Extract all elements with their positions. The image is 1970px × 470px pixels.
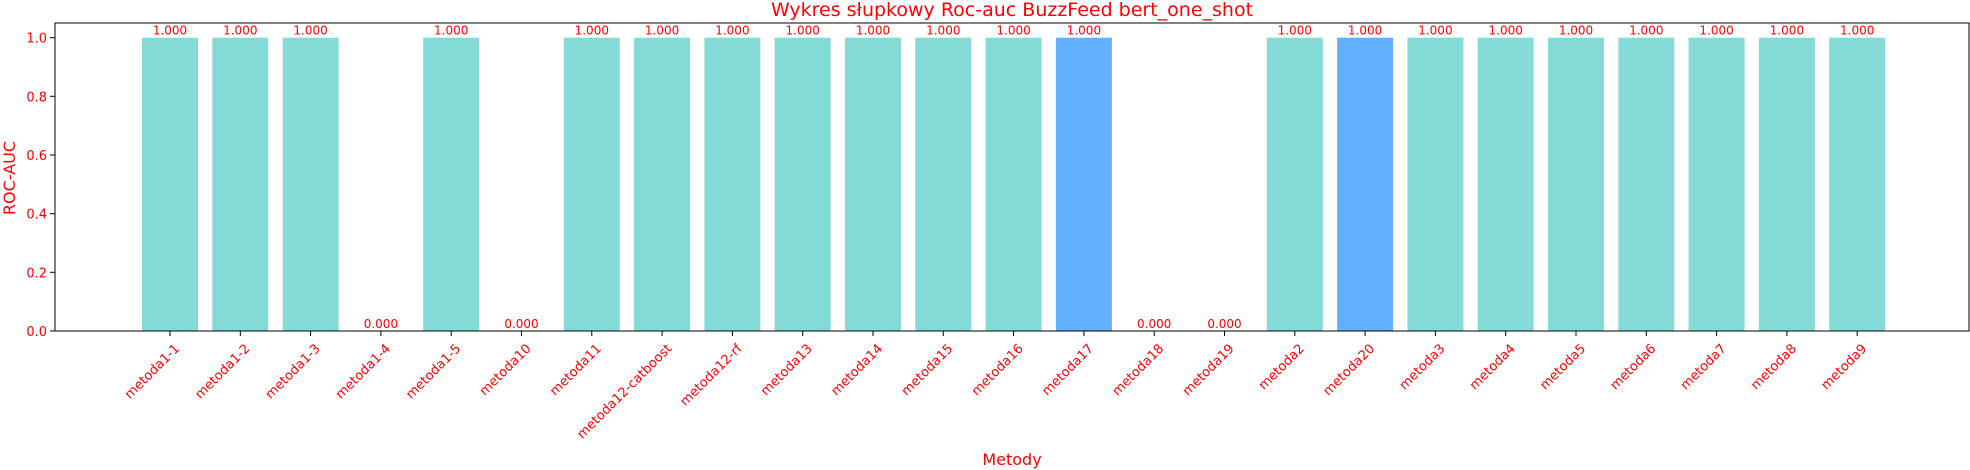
data-label-metoda1-5: 1.000 (434, 24, 468, 38)
data-label-metoda1-4: 0.000 (364, 317, 398, 331)
y-tick-label-0.2: 0.2 (26, 266, 47, 281)
x-tick-label-metoda7: metoda7 (1678, 341, 1730, 393)
data-label-metoda6: 1.000 (1629, 24, 1663, 38)
x-tick-label-metoda20: metoda20 (1321, 341, 1379, 399)
x-tick-label-metoda1-5: metoda1-5 (403, 341, 464, 402)
x-tick-label-metoda9: metoda9 (1818, 341, 1870, 393)
data-label-metoda1-2: 1.000 (223, 24, 257, 38)
x-axis-label: Metody (982, 450, 1041, 469)
x-tick-label-metoda5: metoda5 (1537, 341, 1589, 393)
data-label-metoda16: 1.000 (996, 24, 1030, 38)
data-label-metoda19: 0.000 (1207, 317, 1241, 331)
bar-metoda6 (1618, 37, 1675, 331)
bars-group (142, 37, 1886, 331)
x-tick-label-metoda14: metoda14 (828, 341, 886, 399)
bar-metoda1-1 (142, 37, 198, 331)
data-label-metoda13: 1.000 (786, 24, 820, 38)
bar-metoda2 (1266, 37, 1323, 331)
bar-metoda13 (774, 37, 831, 331)
data-label-metoda4: 1.000 (1489, 24, 1523, 38)
x-tick-label-metoda3: metoda3 (1397, 341, 1449, 393)
data-label-metoda2: 1.000 (1278, 24, 1312, 38)
bar-metoda12-catboost (634, 37, 691, 331)
bar-metoda1-2 (212, 37, 269, 331)
data-label-metoda3: 1.000 (1418, 24, 1452, 38)
y-tick-label-0.6: 0.6 (26, 149, 47, 164)
x-tick-label-metoda16: metoda16 (969, 341, 1027, 399)
bar-metoda1-3 (282, 37, 339, 331)
data-label-metoda12-catboost: 1.000 (645, 24, 679, 38)
x-tick-label-metoda12-rf: metoda12-rf (678, 341, 746, 409)
bar-metoda11 (563, 37, 620, 331)
y-tick-label-0.4: 0.4 (26, 208, 47, 223)
x-tick-label-metoda13: metoda13 (758, 341, 816, 399)
y-axis-label: ROC-AUC (0, 141, 19, 215)
data-label-metoda1-1: 1.000 (153, 24, 187, 38)
data-label-metoda20: 1.000 (1348, 24, 1382, 38)
data-label-metoda8: 1.000 (1770, 24, 1804, 38)
data-label-metoda12-rf: 1.000 (715, 24, 749, 38)
bar-metoda7 (1688, 37, 1745, 331)
data-labels-group: 1.000 1.000 1.000 0.000 1.000 0.000 1.000 1.000… (153, 24, 1875, 331)
bar-metoda4 (1477, 37, 1534, 331)
bar-metoda17 (1055, 37, 1112, 331)
bar-metoda5 (1548, 37, 1604, 331)
x-tick-label-metoda8: metoda8 (1748, 341, 1800, 393)
bar-metoda14 (845, 37, 901, 331)
x-tick-label-metoda10: metoda10 (477, 341, 535, 399)
y-tick-label-0.8: 0.8 (26, 90, 47, 105)
y-tick-label-0.0: 0.0 (26, 325, 47, 340)
bar-metoda9 (1829, 37, 1886, 331)
data-label-metoda18: 0.000 (1137, 317, 1171, 331)
y-axis-ticks: 0.0 0.2 0.4 0.6 0.8 1.0 (26, 32, 55, 340)
bar-metoda15 (915, 37, 972, 331)
x-tick-label-metoda18: metoda18 (1110, 341, 1168, 399)
data-label-metoda9: 1.000 (1840, 24, 1874, 38)
x-tick-label-metoda2: metoda2 (1256, 341, 1308, 393)
bar-metoda20 (1337, 37, 1394, 331)
data-label-metoda7: 1.000 (1699, 24, 1733, 38)
data-label-metoda1-3: 1.000 (293, 24, 327, 38)
data-label-metoda5: 1.000 (1559, 24, 1593, 38)
x-tick-label-metoda6: metoda6 (1608, 341, 1660, 393)
data-label-metoda11: 1.000 (575, 24, 609, 38)
x-tick-label-metoda1-4: metoda1-4 (333, 341, 394, 402)
x-tick-label-metoda11: metoda11 (547, 341, 605, 399)
x-tick-label-metoda4: metoda4 (1467, 341, 1519, 393)
bar-metoda12-rf (704, 37, 761, 331)
x-tick-label-metoda15: metoda15 (899, 341, 957, 399)
data-label-metoda10: 0.000 (504, 317, 538, 331)
bar-metoda16 (985, 37, 1042, 331)
data-label-metoda14: 1.000 (856, 24, 890, 38)
chart-title: Wykres słupkowy Roc-auc BuzzFeed bert_on… (771, 0, 1253, 21)
data-label-metoda17: 1.000 (1067, 24, 1101, 38)
x-tick-label-metoda1-1: metoda1-1 (122, 341, 183, 402)
data-label-metoda15: 1.000 (926, 24, 960, 38)
x-tick-label-metoda1-2: metoda1-2 (192, 341, 253, 402)
x-tick-label-metoda1-3: metoda1-3 (263, 341, 324, 402)
bar-metoda1-5 (423, 37, 480, 331)
x-axis-ticks: metoda1-1 metoda1-2 metoda1-3 metoda1-4 meto… (122, 331, 1870, 442)
y-tick-label-1.0: 1.0 (26, 32, 47, 47)
bar-metoda8 (1758, 37, 1815, 331)
x-tick-label-metoda17: metoda17 (1039, 341, 1097, 399)
plot-frame (54, 22, 1970, 332)
bar-metoda3 (1407, 37, 1464, 331)
x-tick-label-metoda19: metoda19 (1180, 341, 1238, 399)
